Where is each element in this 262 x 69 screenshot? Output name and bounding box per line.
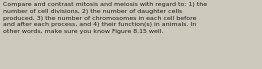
Text: Compare and contrast mitosis and meiosis with regard to: 1) the
number of cell d: Compare and contrast mitosis and meiosis… [3,2,207,34]
